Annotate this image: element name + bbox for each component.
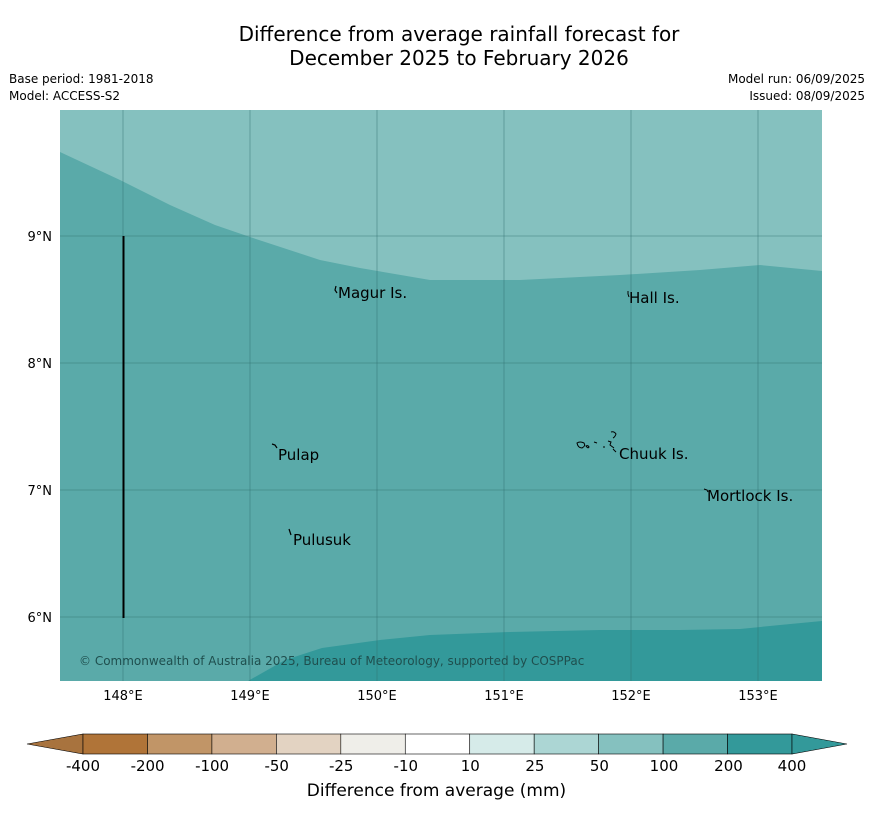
- lon-tick-label: 152°E: [611, 689, 651, 704]
- colorbar-segment: [340, 733, 406, 755]
- colorbar-segment: [533, 733, 599, 755]
- lon-tick-label: 151°E: [484, 689, 524, 704]
- colorbar-label: Difference from average (mm): [306, 781, 567, 801]
- colorbar-tick-label: 25: [525, 757, 544, 775]
- pulusuk-island-shape: [288, 528, 292, 536]
- place-label: Hall Is.: [629, 289, 680, 307]
- colorbar-tick-label: -400: [66, 757, 100, 775]
- place-labels: Magur Is. Hall Is. Pulap Chuuk Is. Mortl…: [278, 284, 793, 549]
- lon-tick-label: 149°E: [230, 689, 270, 704]
- lon-tick-label: 153°E: [738, 689, 778, 704]
- colorbar-tick-label: 100: [650, 757, 679, 775]
- meta-right: Model run: 06/09/2025 Issued: 08/09/2025: [728, 71, 865, 105]
- colorbar: [26, 733, 848, 755]
- colorbar-extend-low: [26, 733, 84, 755]
- colorbar-tick-label: -25: [329, 757, 354, 775]
- colorbar-tick-label: -100: [195, 757, 229, 775]
- place-label: Chuuk Is.: [619, 445, 688, 463]
- colorbar-tick-label: 50: [590, 757, 609, 775]
- colorbar-segment: [469, 733, 535, 755]
- mortlock-island-shape: [703, 488, 709, 493]
- map-field: [60, 110, 822, 681]
- band-50-100: [60, 110, 822, 280]
- colorbar-segment: [727, 733, 793, 755]
- lat-tick-label: 7°N: [28, 484, 53, 499]
- band-200-400: [248, 621, 822, 681]
- colorbar-segment: [82, 733, 148, 755]
- lat-tick-label: 9°N: [28, 230, 53, 245]
- lon-tick-label: 150°E: [357, 689, 397, 704]
- gridlines: [60, 110, 822, 681]
- colorbar-segment: [598, 733, 664, 755]
- title-line-1: Difference from average rainfall forecas…: [238, 22, 680, 46]
- colorbar-segment: [211, 733, 277, 755]
- colorbar-segment: [276, 733, 342, 755]
- magur-island-shape: [334, 285, 338, 294]
- place-label: Magur Is.: [338, 284, 407, 302]
- colorbar-segment: [662, 733, 728, 755]
- copyright-notice: © Commonwealth of Australia 2025, Bureau…: [79, 654, 584, 668]
- title-line-2: December 2025 to February 2026: [289, 46, 629, 70]
- hall-island-shape: [627, 291, 630, 298]
- issued-date: Issued: 08/09/2025: [749, 89, 865, 103]
- place-label: Pulusuk: [293, 531, 351, 549]
- base-period: Base period: 1981-2018: [9, 72, 154, 86]
- longitude-ticks: 148°E 149°E 150°E 151°E 152°E 153°E: [103, 689, 778, 704]
- colorbar-tick-label: 400: [778, 757, 807, 775]
- latitude-ticks: 9°N 8°N 7°N 6°N: [28, 230, 53, 626]
- chuuk-lagoon-shape: [576, 431, 617, 453]
- lat-tick-label: 8°N: [28, 357, 53, 372]
- colorbar-segment: [404, 733, 471, 755]
- colorbar-segment: [147, 733, 213, 755]
- chart-title: Difference from average rainfall forecas…: [0, 22, 873, 70]
- pulap-island-shape: [271, 443, 278, 449]
- place-label: Mortlock Is.: [707, 487, 793, 505]
- colorbar-tick-label: -50: [264, 757, 289, 775]
- place-label: Pulap: [278, 446, 319, 464]
- meta-left: Base period: 1981-2018 Model: ACCESS-S2: [9, 71, 154, 105]
- colorbar-tick-label: 200: [714, 757, 743, 775]
- model-name: Model: ACCESS-S2: [9, 89, 121, 103]
- colorbar-extend-high: [791, 733, 848, 755]
- colorbar-tick-label: -10: [394, 757, 419, 775]
- lat-tick-label: 6°N: [28, 611, 53, 626]
- lon-tick-label: 148°E: [103, 689, 143, 704]
- colorbar-tick-label: -200: [131, 757, 165, 775]
- model-run: Model run: 06/09/2025: [727, 72, 865, 86]
- colorbar-ticks: -400 -200 -100 -50 -25 -10 10 25 50 100 …: [66, 757, 806, 775]
- colorbar-tick-label: 10: [461, 757, 480, 775]
